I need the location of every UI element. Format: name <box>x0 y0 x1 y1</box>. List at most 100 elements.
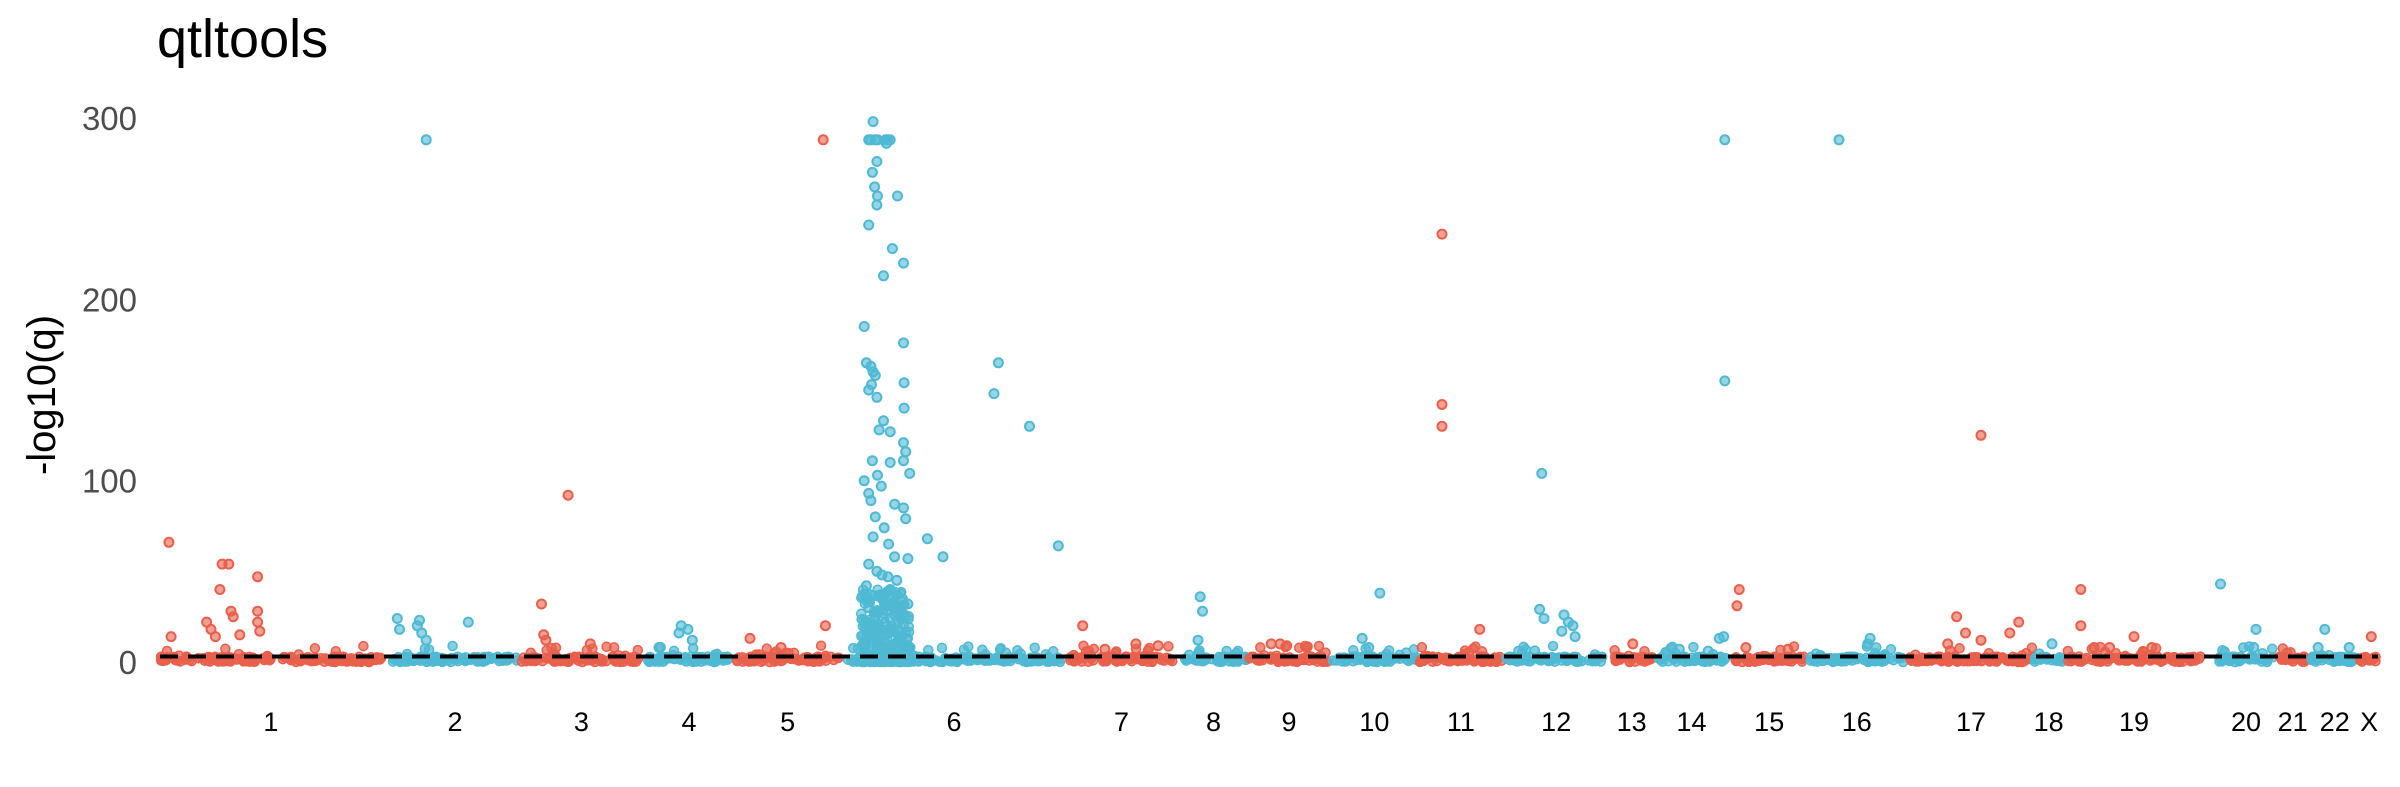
data-point <box>1547 640 1559 652</box>
data-point <box>1954 643 1965 654</box>
significant-point <box>2319 623 2331 635</box>
significant-point <box>858 321 870 332</box>
significant-point <box>869 511 881 523</box>
significant-point <box>1627 638 1639 650</box>
y-axis-label-group: -log10(q) <box>20 315 64 475</box>
data-point <box>1355 654 1366 666</box>
significant-point <box>1463 647 1475 659</box>
data-point <box>2334 651 2345 662</box>
significant-point <box>234 629 246 641</box>
significant-point <box>902 640 914 652</box>
significant-point <box>2215 578 2226 590</box>
significant-point <box>2312 642 2324 653</box>
data-point <box>1291 656 1303 668</box>
data-point <box>2111 652 2123 664</box>
significant-point <box>1567 620 1579 632</box>
significant-point <box>889 609 901 621</box>
data-point <box>597 656 608 667</box>
significant-point <box>165 631 177 643</box>
significant-point <box>883 538 895 550</box>
significant-point <box>2343 642 2355 653</box>
significant-point <box>882 571 894 583</box>
chromosome-label: 17 <box>1956 707 1986 737</box>
significant-point <box>889 498 901 510</box>
chromosome-label: 19 <box>2119 707 2149 737</box>
data-point <box>1098 656 1109 667</box>
data-point <box>2222 654 2234 665</box>
significant-point <box>860 632 872 644</box>
significant-point <box>1281 640 1293 652</box>
chromosome-label: 20 <box>2231 707 2261 737</box>
significant-point <box>884 426 896 438</box>
significant-point <box>653 642 665 653</box>
significant-point <box>992 357 1004 369</box>
baseline-points <box>155 584 2381 668</box>
chromosome-label: 8 <box>1206 707 1221 737</box>
data-point <box>2359 654 2371 665</box>
significant-point <box>2088 642 2100 653</box>
significant-point <box>889 551 901 563</box>
significant-point <box>1301 642 1313 653</box>
data-point <box>761 643 773 654</box>
significant-point <box>1152 640 1164 652</box>
significant-point <box>867 531 879 543</box>
data-point <box>847 642 859 654</box>
significant-point <box>866 642 878 653</box>
data-point <box>1548 652 1560 664</box>
significant-point <box>900 513 912 525</box>
significant-point <box>1975 429 1987 441</box>
significant-point <box>1556 625 1568 637</box>
significant-point <box>1833 134 1845 146</box>
significant-point <box>2104 642 2116 653</box>
significant-point <box>878 613 889 624</box>
data-point <box>2012 656 2024 668</box>
significant-point <box>878 415 889 427</box>
significant-point <box>2004 627 2016 639</box>
data-point <box>309 643 321 654</box>
data-point <box>856 590 868 602</box>
significant-point <box>462 616 474 628</box>
data-point <box>2079 654 2091 665</box>
significant-point <box>538 629 550 641</box>
data-point <box>651 654 663 666</box>
chromosome-label: 16 <box>1842 707 1872 737</box>
significant-point <box>904 467 916 479</box>
significant-point <box>1719 134 1731 146</box>
significant-point <box>884 457 896 468</box>
significant-point <box>223 558 235 570</box>
data-point <box>1743 656 1754 668</box>
significant-point <box>1942 638 1954 650</box>
data-point <box>358 640 369 652</box>
significant-point <box>227 611 239 623</box>
data-point <box>601 641 612 653</box>
significant-point <box>775 642 787 653</box>
significant-point <box>2013 616 2025 628</box>
data-point <box>820 650 831 661</box>
significant-point <box>891 574 903 586</box>
data-point <box>537 655 548 667</box>
significant-point <box>744 632 756 644</box>
significant-point <box>2046 638 2058 650</box>
significant-point <box>1474 623 1486 635</box>
chromosome-label: 13 <box>1617 707 1647 737</box>
y-tick-label: 300 <box>82 100 137 137</box>
data-point <box>2266 643 2278 655</box>
significant-point <box>1194 591 1206 603</box>
significant-point <box>1782 643 1794 655</box>
significant-point <box>163 536 175 548</box>
significant-point <box>414 614 425 626</box>
significant-point <box>902 553 914 565</box>
significant-point <box>252 571 264 583</box>
significant-point <box>391 613 403 624</box>
significant-point <box>686 634 698 646</box>
chromosome-label: 9 <box>1281 707 1296 737</box>
data-point <box>1943 655 1954 667</box>
significant-point <box>900 446 912 458</box>
significant-point <box>876 593 888 604</box>
significant-point <box>1130 638 1142 650</box>
significant-point <box>817 134 829 146</box>
significant-point <box>1363 642 1375 653</box>
significant-point <box>875 480 887 492</box>
data-point <box>161 645 173 657</box>
